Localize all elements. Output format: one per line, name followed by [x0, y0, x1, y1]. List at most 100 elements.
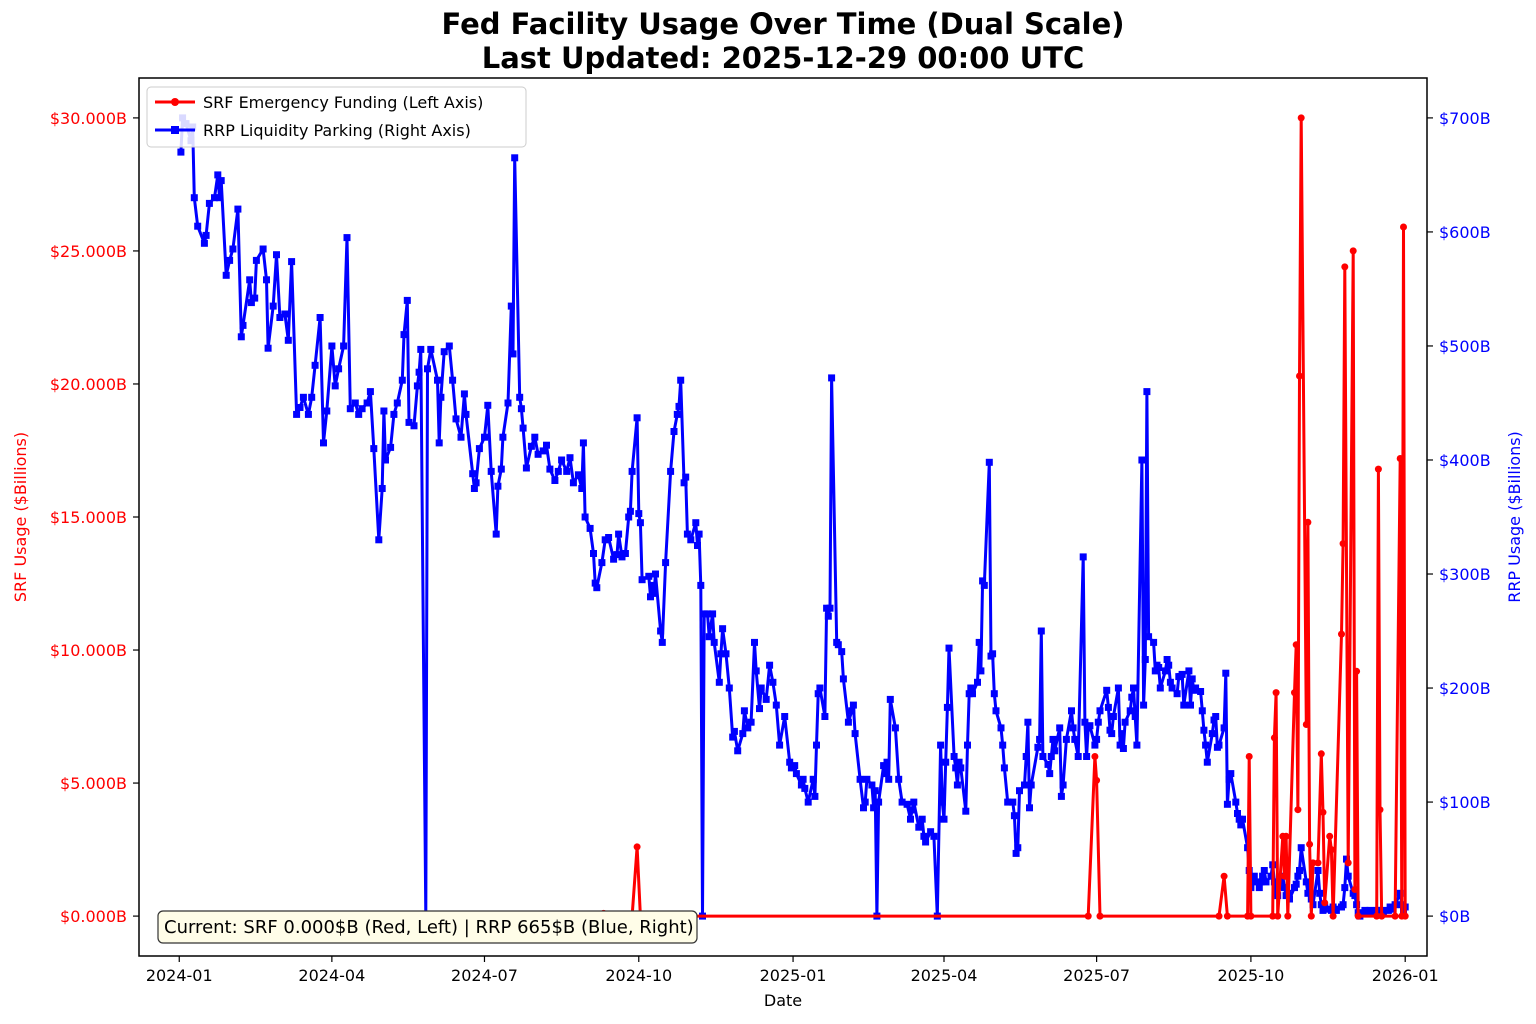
srf-point — [1093, 776, 1101, 784]
srf-point — [1307, 912, 1315, 920]
rrp-point — [1000, 764, 1008, 772]
rrp-point — [709, 610, 717, 618]
rrp-point — [1239, 815, 1246, 823]
y-right-tick-label: $200B — [1439, 679, 1491, 698]
rrp-point — [662, 559, 670, 567]
srf-point — [1354, 912, 1362, 920]
rrp-point — [766, 661, 774, 669]
srf-point — [1282, 832, 1290, 840]
rrp-point — [1156, 684, 1164, 692]
rrp-point — [1083, 753, 1091, 760]
rrp-point — [590, 550, 597, 557]
rrp-point — [1197, 688, 1205, 695]
rrp-point — [776, 741, 784, 749]
rrp-point — [638, 576, 646, 584]
rrp-point — [551, 477, 559, 484]
rrp-point — [1130, 684, 1137, 692]
current-annotation: Current: SRF 0.000$B (Red, Left) | RRP 6… — [157, 910, 698, 944]
rrp-point — [457, 433, 465, 441]
rrp-point — [1059, 781, 1067, 789]
x-tick-label: 2024-01 — [146, 966, 213, 985]
rrp-point — [469, 470, 477, 478]
rrp-point — [801, 784, 809, 792]
rrp-point — [558, 456, 566, 464]
rrp-point — [1379, 908, 1387, 915]
rrp-point — [999, 741, 1007, 749]
srf-point — [1280, 872, 1288, 880]
series-srf — [533, 114, 1409, 920]
rrp-point — [1036, 735, 1044, 743]
srf-point — [1309, 859, 1317, 867]
rrp-point — [511, 154, 519, 162]
srf-point — [1269, 912, 1277, 920]
rrp-point — [989, 650, 997, 658]
rrp-point — [769, 678, 777, 686]
rrp-point — [1225, 775, 1233, 783]
srf-point — [1272, 689, 1280, 697]
rrp-point — [328, 342, 336, 350]
rrp-point — [739, 730, 747, 738]
rrp-point — [930, 832, 938, 840]
rrp-point — [190, 194, 198, 202]
rrp-point — [1133, 741, 1141, 749]
rrp-point — [581, 513, 589, 521]
rrp-point — [682, 473, 690, 481]
rrp-point — [1249, 878, 1257, 886]
rrp-point — [1024, 718, 1032, 726]
rrp-point — [722, 650, 730, 658]
rrp-point — [615, 530, 623, 538]
rrp-point — [1297, 844, 1305, 852]
rrp-point — [1155, 664, 1163, 671]
rrp-point — [1192, 684, 1200, 692]
rrp-point — [715, 678, 723, 686]
srf-point — [1341, 263, 1349, 271]
rrp-point — [1208, 730, 1216, 738]
rrp-point — [1267, 872, 1275, 880]
rrp-point — [1126, 707, 1134, 715]
rrp-point — [1062, 735, 1070, 743]
rrp-point — [470, 485, 478, 492]
rrp-point — [670, 428, 678, 435]
y-right-tick-label: $300B — [1439, 565, 1491, 584]
rrp-point — [527, 442, 535, 450]
rrp-point — [1294, 872, 1302, 880]
rrp-point — [895, 775, 903, 783]
rrp-point — [1027, 781, 1035, 789]
rrp-point — [1316, 889, 1324, 897]
rrp-point — [964, 741, 971, 749]
rrp-point — [1014, 844, 1022, 852]
srf-point — [1304, 518, 1312, 526]
rrp-point — [610, 555, 618, 563]
rrp-point — [1150, 638, 1158, 646]
rrp-point — [487, 467, 495, 475]
rrp-point — [378, 485, 386, 492]
rrp-point — [625, 513, 633, 521]
y-right-tick-label: $600B — [1439, 223, 1491, 242]
y-left-tick-label: $0.000B — [60, 907, 127, 926]
rrp-point — [694, 542, 701, 549]
rrp-point — [205, 199, 213, 207]
rrp-point — [1091, 741, 1099, 749]
rrp-point — [1071, 735, 1079, 743]
rrp-point — [648, 581, 656, 589]
srf-point — [1327, 846, 1335, 854]
rrp-point — [410, 422, 418, 430]
rrp-point — [1119, 745, 1127, 752]
rrp-point — [1222, 669, 1230, 677]
rrp-point — [462, 410, 470, 418]
rrp-point — [628, 467, 636, 475]
y-right-axis-label: RRP Usage ($Billions) — [1505, 431, 1524, 603]
rrp-point — [938, 798, 946, 806]
rrp-point — [1141, 656, 1149, 663]
rrp-point — [1262, 878, 1270, 886]
rrp-point — [440, 348, 448, 356]
rrp-point — [710, 638, 718, 646]
rrp-point — [969, 690, 976, 698]
srf-point — [1400, 223, 1407, 231]
y-right-tick-label: $100B — [1439, 793, 1491, 812]
rrp-point — [725, 684, 733, 692]
rrp-point — [405, 418, 413, 426]
rrp-point — [990, 690, 998, 698]
rrp-point — [494, 482, 502, 490]
rrp-point — [955, 758, 963, 766]
